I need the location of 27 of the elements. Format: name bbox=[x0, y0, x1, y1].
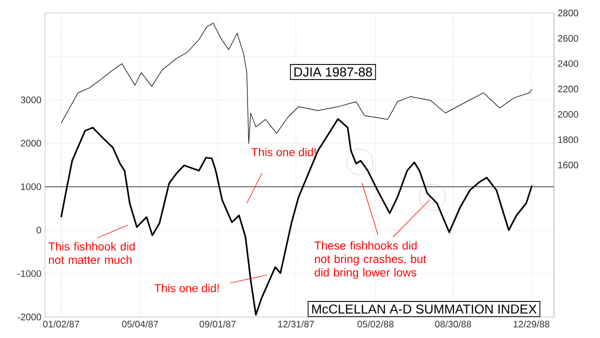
y2-tick-label: 2400 bbox=[558, 60, 578, 68]
y-tick-label: 2000 bbox=[20, 140, 42, 147]
annotation: This one did! bbox=[154, 284, 219, 292]
x-tick-label: 05/04/87 bbox=[122, 320, 158, 328]
y2-tick-label: 2200 bbox=[558, 86, 578, 92]
y2-tick-label: 2000 bbox=[558, 110, 578, 118]
x-tick-label: 05/02/88 bbox=[357, 320, 394, 328]
y-tick-label: 3000 bbox=[20, 96, 42, 104]
annotation: This one did! bbox=[251, 148, 316, 156]
x-tick-label: 12/31/87 bbox=[278, 320, 314, 328]
annotation: These fishhooks did not bring crashes, but did bring lower lows bbox=[314, 241, 426, 279]
y2-tick-label: 1600 bbox=[558, 162, 578, 168]
y-tick-label: 0 bbox=[36, 226, 42, 234]
text: McCLELLAN A-D SUMMATION INDEX bbox=[312, 304, 537, 314]
y-tick-label: -1000 bbox=[18, 270, 42, 277]
x-tick-label: 12/29/88 bbox=[514, 320, 550, 328]
text: DJIA 1987-88 bbox=[294, 67, 372, 77]
x-tick-label: 08/30/88 bbox=[435, 320, 472, 328]
y2-tick-label: 1800 bbox=[558, 136, 578, 144]
line-series bbox=[60, 22, 532, 144]
y2-tick-label: 2600 bbox=[558, 34, 578, 42]
y-tick-label: -2000 bbox=[18, 314, 42, 320]
x-tick-label: 09/01/87 bbox=[200, 320, 236, 328]
x-tick-label: 01/02/87 bbox=[43, 320, 80, 328]
y-tick-label: 1000 bbox=[21, 183, 42, 190]
y2-tick-label: 2800 bbox=[558, 10, 578, 16]
annotation: This fishhook did not matter much bbox=[48, 242, 135, 264]
